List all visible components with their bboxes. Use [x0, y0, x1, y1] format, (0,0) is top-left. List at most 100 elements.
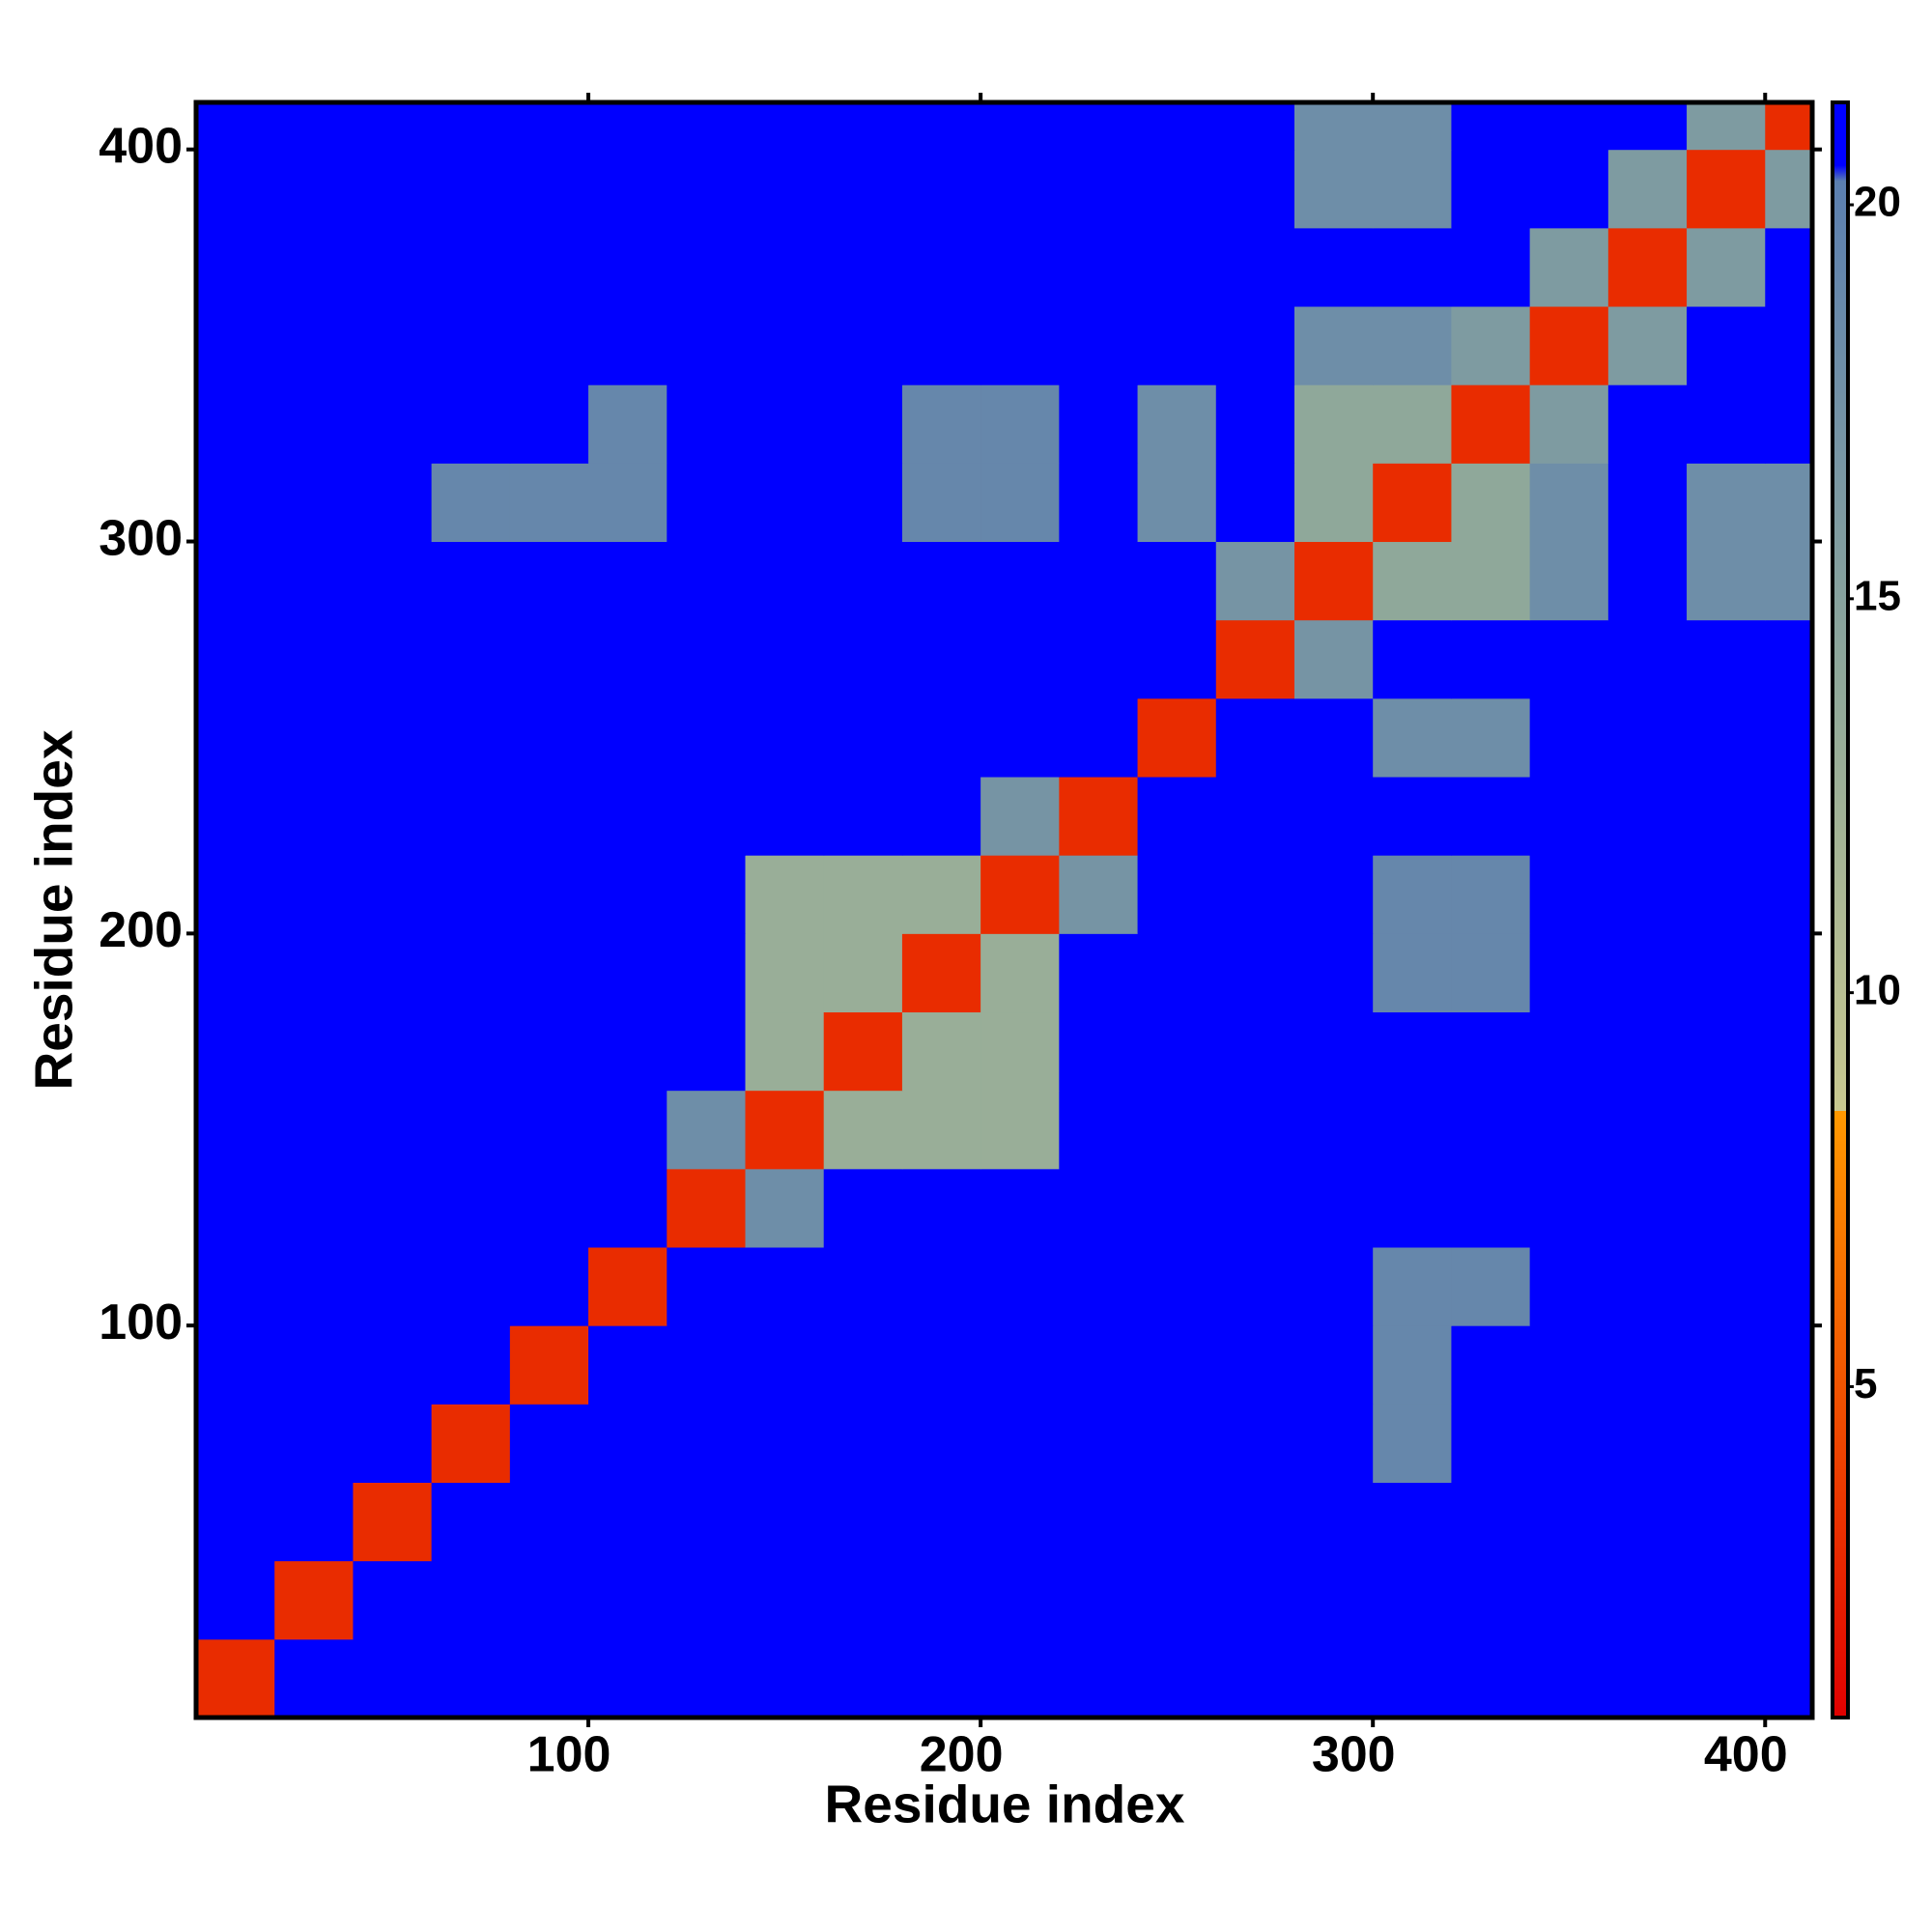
cell: [431, 1404, 511, 1484]
cell: [1687, 619, 1766, 699]
cell: [1059, 855, 1139, 934]
cell: [1293, 463, 1374, 543]
cell: [1607, 777, 1688, 856]
cell: [509, 149, 589, 229]
cell: [1451, 1168, 1531, 1248]
cell: [1137, 697, 1217, 778]
colorbar: [1831, 100, 1850, 1719]
cell: [1607, 1560, 1688, 1640]
cell: [901, 1638, 981, 1719]
cell: [1687, 1560, 1766, 1640]
cell: [1765, 102, 1813, 151]
cell: [1529, 697, 1609, 778]
cell: [1059, 1247, 1139, 1326]
y-tick-label: 400: [99, 118, 183, 174]
cell: [745, 1011, 825, 1092]
cell: [823, 855, 903, 934]
cell: [1293, 149, 1374, 229]
cell: [1059, 1325, 1139, 1405]
cell: [745, 1560, 825, 1640]
cell: [667, 306, 746, 385]
cell: [1451, 933, 1531, 1013]
cell: [353, 619, 433, 699]
cell: [667, 541, 746, 621]
cell: [1451, 149, 1531, 229]
cell: [823, 1560, 903, 1640]
cell: [431, 1168, 511, 1248]
cell: [509, 1560, 589, 1640]
cell: [274, 541, 354, 621]
cell: [431, 1560, 511, 1640]
cell: [823, 102, 903, 151]
cell: [1373, 1638, 1452, 1719]
cell: [1765, 1482, 1813, 1562]
cell: [1137, 102, 1217, 151]
cell: [1687, 463, 1766, 543]
cell: [1765, 463, 1813, 543]
cell: [1137, 777, 1217, 856]
cell: [1373, 1090, 1452, 1170]
cell: [274, 227, 354, 307]
cell: [1137, 1638, 1217, 1719]
cell: [274, 1638, 354, 1719]
cell: [431, 1325, 511, 1405]
cell: [1765, 1247, 1813, 1326]
cell: [1373, 855, 1452, 934]
cell: [1293, 306, 1374, 385]
cell: [509, 777, 589, 856]
cell: [1373, 149, 1452, 229]
cell: [901, 149, 981, 229]
colorbar-tick-label: 5: [1854, 1360, 1877, 1407]
cell: [667, 697, 746, 778]
cell: [1373, 1404, 1452, 1484]
cell: [274, 1482, 354, 1562]
cell: [1373, 1247, 1452, 1326]
cell: [1293, 1090, 1374, 1170]
cell: [1607, 1325, 1688, 1405]
cell: [509, 102, 589, 151]
cell: [431, 1247, 511, 1326]
cell: [1059, 777, 1139, 856]
cell: [667, 1168, 746, 1248]
cell: [1059, 306, 1139, 385]
cell: [667, 102, 746, 151]
cell: [1137, 933, 1217, 1013]
cell: [353, 1247, 433, 1326]
cell: [1373, 1560, 1452, 1640]
cell: [353, 1325, 433, 1405]
cell: [1373, 1011, 1452, 1092]
cell: [745, 463, 825, 543]
cell: [1529, 227, 1609, 307]
cell: [1451, 1247, 1531, 1326]
cell: [1373, 1325, 1452, 1405]
cell: [1293, 1247, 1374, 1326]
cell: [353, 1011, 433, 1092]
cell: [1293, 1404, 1374, 1484]
cell: [588, 777, 668, 856]
cell: [431, 777, 511, 856]
cell: [1293, 697, 1374, 778]
cell: [588, 1325, 668, 1405]
cell: [1765, 1638, 1813, 1719]
cell: [901, 1168, 981, 1248]
cell: [274, 384, 354, 464]
cell: [196, 1560, 275, 1640]
cell: [823, 1482, 903, 1562]
cell: [1059, 1638, 1139, 1719]
cell: [1059, 1011, 1139, 1092]
cell: [1137, 1560, 1217, 1640]
cell: [1215, 1247, 1295, 1326]
cell: [823, 697, 903, 778]
cell: [196, 697, 275, 778]
cell: [1687, 855, 1766, 934]
cell: [823, 777, 903, 856]
cell: [901, 102, 981, 151]
cell: [745, 1090, 825, 1170]
cell: [1059, 1090, 1139, 1170]
cell: [1293, 1168, 1374, 1248]
cell: [588, 227, 668, 307]
cell: [509, 1011, 589, 1092]
cell: [431, 855, 511, 934]
cell: [1607, 1168, 1688, 1248]
cell: [1451, 102, 1531, 151]
